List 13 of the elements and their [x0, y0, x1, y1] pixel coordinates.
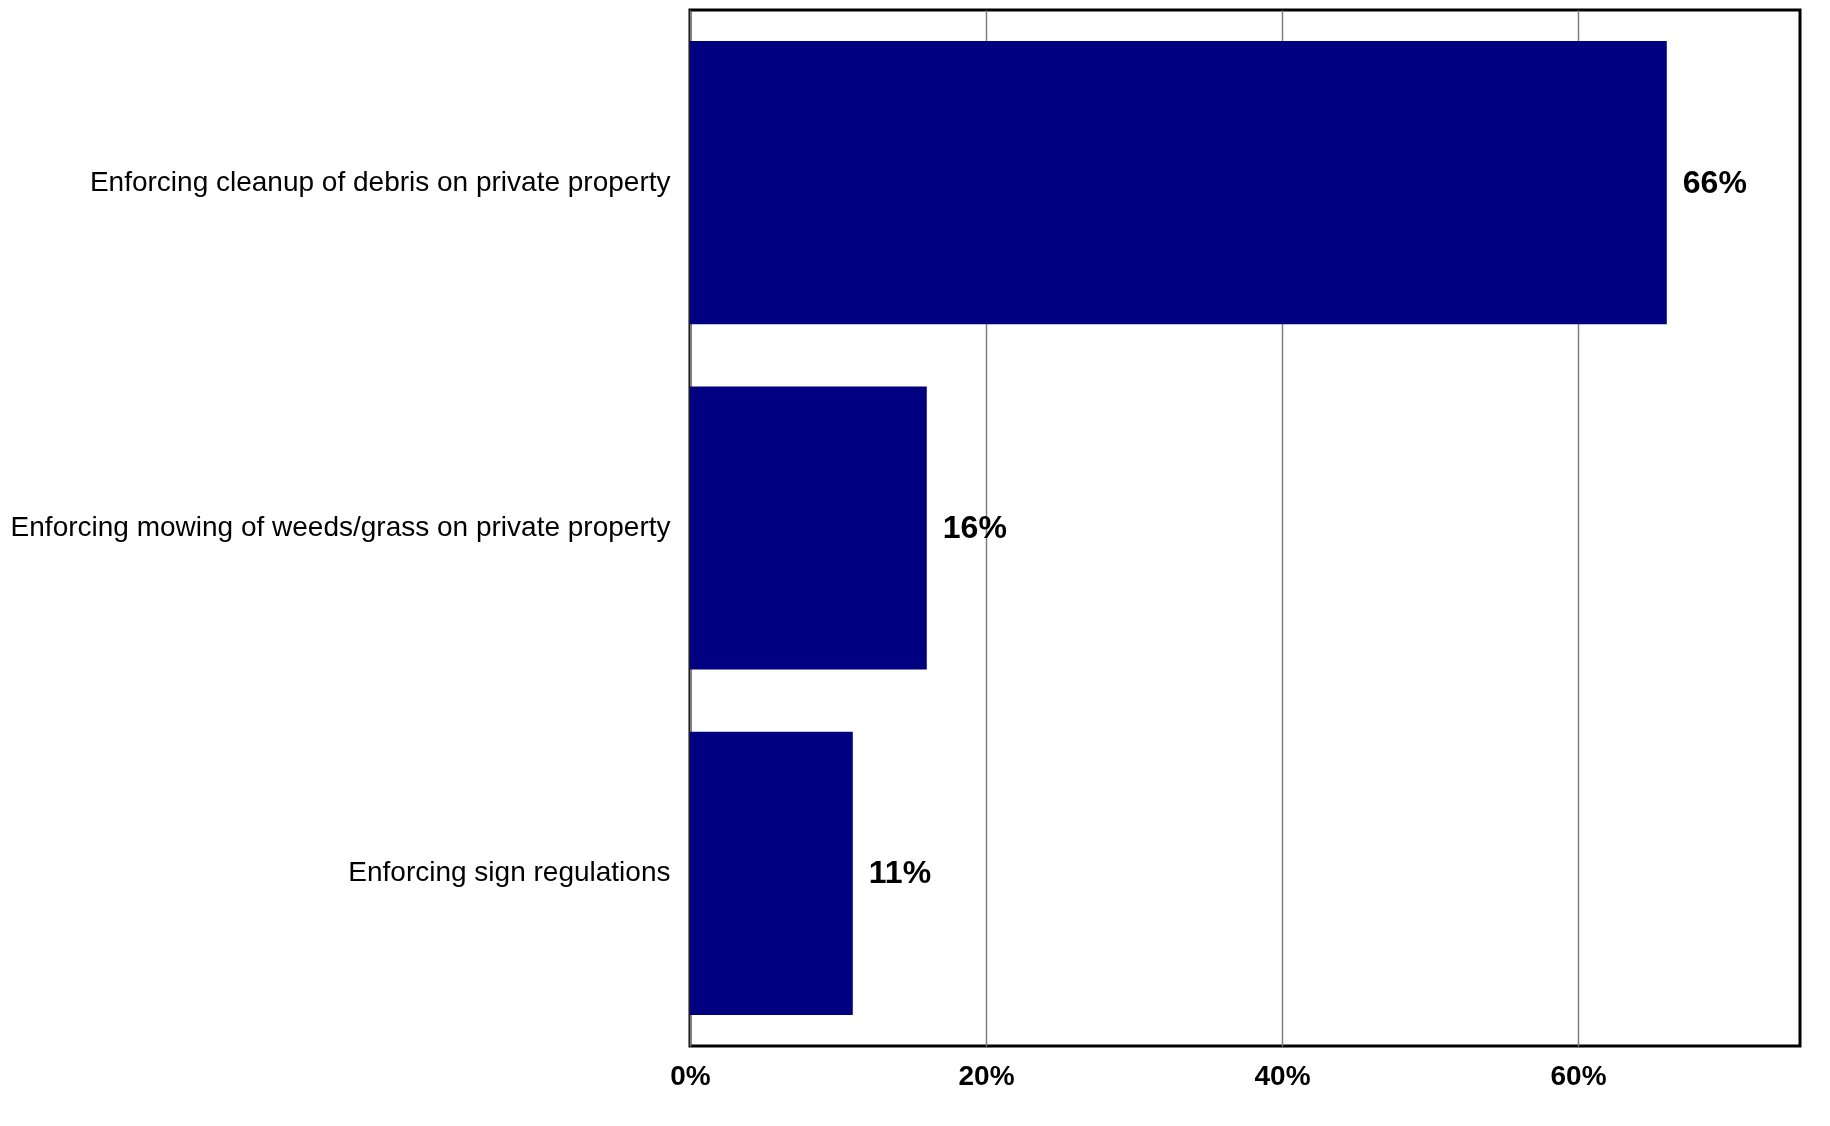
y-tick-label: Enforcing sign regulations	[348, 856, 671, 888]
bar	[690, 386, 927, 670]
x-tick-label: 20%	[958, 1059, 1015, 1091]
data-label: 66%	[1682, 163, 1747, 200]
y-tick-label: Enforcing mowing of weeds/grass on private property	[10, 511, 671, 542]
x-tick-label: 0%	[670, 1059, 711, 1091]
bar	[690, 731, 853, 1015]
data-label: 11%	[868, 854, 932, 891]
x-tick-label: 60%	[1550, 1059, 1607, 1091]
x-tick-label: 40%	[1254, 1059, 1311, 1091]
bar	[690, 41, 1667, 325]
data-label: 16%	[942, 509, 1007, 545]
y-tick-label: Enforcing cleanup of debris on private property	[89, 165, 671, 197]
